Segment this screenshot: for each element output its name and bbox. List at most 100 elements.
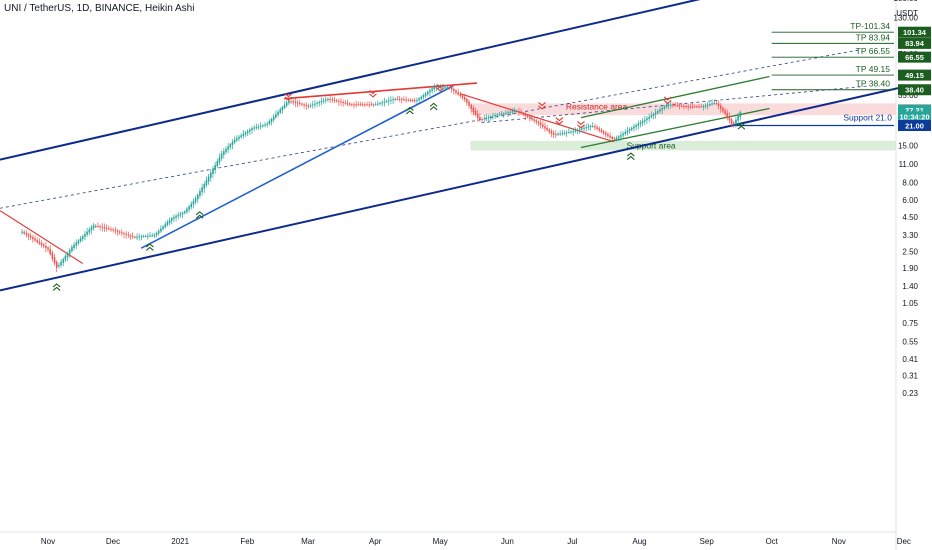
candle-body [611, 137, 614, 139]
candle-body [218, 157, 221, 163]
rejection-chevron-icon [555, 120, 564, 125]
candle-body [73, 244, 75, 248]
candle-body [157, 230, 160, 234]
candle-body [515, 111, 518, 113]
candle-body [531, 117, 533, 120]
bounce-chevron-icon [405, 110, 414, 115]
candle-body [92, 225, 95, 229]
candle-body [27, 234, 30, 237]
y-tick-label: 180.00 [894, 0, 919, 3]
candle-body [381, 102, 384, 104]
candle-body [383, 101, 386, 103]
support-line-label: Support 21.0 [843, 113, 892, 123]
y-tick-label: 0.75 [902, 319, 918, 328]
downtrend-line [459, 92, 614, 143]
candle-body [75, 242, 78, 246]
candle-body [231, 141, 234, 145]
candle-body [368, 104, 370, 106]
candle-body [255, 127, 258, 129]
x-tick-label: Jul [567, 537, 577, 546]
candle-body [481, 119, 483, 121]
candle-body [281, 107, 284, 111]
candle-body [581, 128, 583, 130]
candle-body [448, 87, 451, 89]
candle-body [457, 92, 459, 95]
price-tag [898, 37, 931, 49]
candle-body [60, 261, 62, 266]
y-tick-label: 35.00 [898, 91, 919, 100]
candle-body [609, 135, 611, 138]
y-tick-label: 0.41 [902, 355, 918, 364]
x-tick-label: Mar [301, 537, 315, 546]
bounce-chevron-icon [195, 214, 204, 219]
candle-body [311, 104, 314, 106]
candle-body [244, 132, 247, 135]
candle-body [257, 126, 260, 128]
candle-body [327, 98, 329, 100]
candle-body [659, 109, 661, 112]
candle-body [676, 105, 679, 107]
candle-body [377, 103, 379, 105]
candle-body [353, 104, 355, 106]
candle-body [136, 236, 138, 238]
candle-body [370, 104, 373, 106]
candle-body [513, 110, 516, 112]
support-trendline [140, 85, 454, 249]
target-label: TP 38.40 [856, 79, 891, 89]
candle-body [561, 133, 564, 135]
candle-body [125, 233, 127, 235]
candle-body [99, 226, 101, 228]
candle-body [90, 227, 93, 231]
x-tick-label: Sep [700, 537, 715, 546]
candle-body [637, 123, 640, 126]
candle-body [405, 99, 407, 101]
candle-body [709, 104, 711, 106]
price-tag-label: 27.21 [905, 106, 924, 115]
candle-body [596, 127, 598, 129]
target-label: TP 66.55 [856, 46, 891, 56]
candle-body [325, 99, 327, 101]
candle-body [444, 87, 446, 89]
y-tick-label: 3.30 [902, 231, 918, 240]
candle-body [674, 104, 676, 106]
x-tick-label: May [433, 537, 448, 546]
price-tag-label: 101.34 [903, 28, 927, 37]
candle-body [366, 104, 368, 106]
candle-body [522, 113, 525, 115]
bounce-chevron-icon [737, 122, 746, 127]
candle-body [140, 236, 143, 238]
candle-body [134, 236, 136, 238]
candle-body [466, 99, 468, 103]
candle-body [64, 255, 67, 260]
candle-body [305, 104, 308, 106]
candle-body [238, 136, 240, 139]
candle-body [318, 101, 321, 104]
candle-body [268, 121, 271, 124]
candle-body [643, 119, 646, 122]
candle-body [21, 231, 23, 233]
candle-body [225, 148, 227, 153]
candle-body [683, 105, 685, 107]
rejection-chevron-icon [284, 93, 293, 98]
candle-body [518, 111, 520, 113]
candle-body [38, 241, 41, 244]
candle-body [526, 115, 529, 118]
candle-body [544, 126, 546, 129]
candle-body [670, 104, 672, 106]
bounce-chevron-icon [52, 286, 61, 291]
candle-body [47, 247, 49, 250]
candle-body [183, 211, 186, 214]
candle-body [728, 115, 731, 121]
candle-body [253, 127, 255, 129]
candle-body [105, 227, 108, 229]
candle-body [726, 113, 729, 117]
channel-mid-line [0, 49, 859, 209]
candle-body [533, 119, 535, 121]
candle-body [131, 236, 134, 238]
rejection-chevron-icon [555, 117, 564, 122]
rejection-chevron-icon [663, 100, 672, 105]
candle-body [340, 101, 342, 103]
candle-body [665, 105, 668, 108]
candle-body [548, 129, 551, 132]
candle-body [23, 231, 25, 234]
